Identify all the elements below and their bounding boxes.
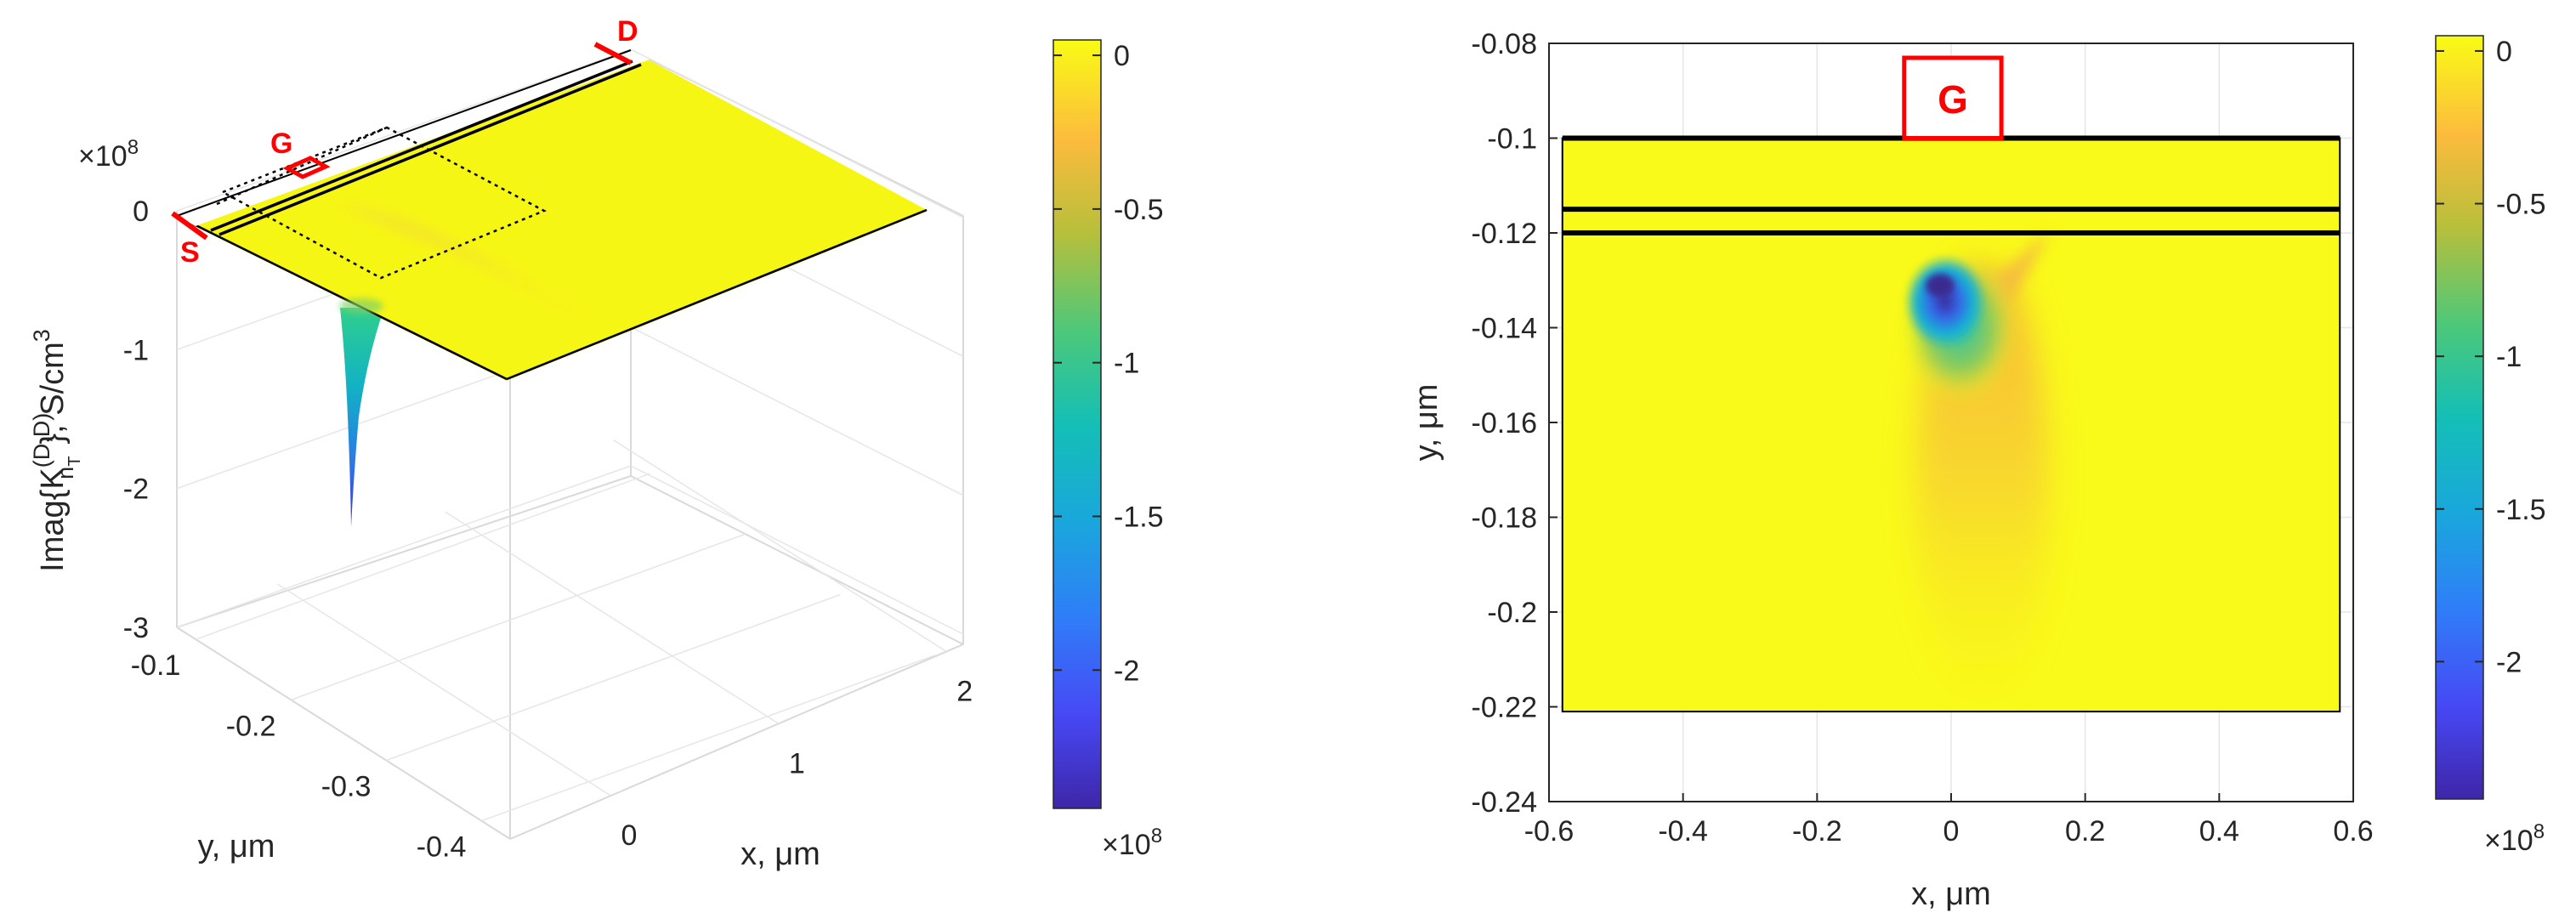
gate-box [1902,55,2004,140]
y-gridline [481,654,936,822]
colorbar-2 [2435,35,2484,800]
surface-plane-side-edge [176,214,508,381]
y-gridline [196,473,650,640]
y-axis-label-2d: y, μm [1409,384,1444,462]
y-tick-label-2d: -0.22 [1472,692,1538,724]
y-axis-label-3d: y, μm [198,829,275,864]
colorbar-1-tick-label: 0 [1114,40,1130,72]
heatmap-plot-2d: G -0.6 -0.4 -0.2 0 0.2 0.4 0.6-0.08-0.1-0.12-0… [1409,28,2546,912]
surface-contact-stripe [177,50,650,226]
x-gridline [612,439,947,653]
x-axis-label-3d: x, μm [740,836,820,872]
surface-plane [177,50,927,379]
tick-labels-2d: -0.6 -0.4 -0.2 0 0.2 0.4 0.6 -0.08 -0.1 -0.12 -0.1… [1472,28,2374,847]
colorbar-1 [1053,39,1102,809]
terminal-label-d: D [617,15,638,48]
z-gridline [176,48,632,212]
surface-plane-front-edge [506,208,928,381]
colorbar-2-ticks: 0 -0.5 -1 -1.5 -2 [2436,36,2546,678]
axes-edge [630,475,964,645]
colorbar-2-tick-label: -2 [2496,646,2522,678]
x-tick-label-2d: 0.2 [2065,815,2105,847]
gate-region-outline [220,126,547,280]
y-tick-label: -0.1 [131,649,181,682]
y-gridline [386,593,841,762]
y-gridline [291,533,746,701]
y-tick-label: -0.4 [417,831,467,864]
y-tick-label: -0.3 [321,771,372,803]
x-tick-label-2d: -0.4 [1658,815,1708,847]
surface-plot-3d: 0 -1 -2 -3 -0.1 -0.2 -0.3 -0.4 0 1 2 S G D ×108 Im… [29,15,1164,872]
x-tick-label: 0 [621,819,637,852]
z-gridline [630,326,964,496]
colorbar-2-exponent: ×108 [2484,820,2545,857]
gate-marker [282,156,331,179]
x-axis-label-2d: x, μm [1911,876,1991,912]
z-tick-label: -2 [123,473,149,506]
z-tick-label: 0 [133,196,149,228]
y-tick-label: -0.2 [226,710,276,742]
y-tick-label-2d: -0.2 [1487,597,1537,629]
heatmap-hotspot-core [1904,255,1986,349]
axes-edge [176,626,511,840]
surface-spike [340,308,384,527]
heatmap-image [1562,138,2341,712]
y-tick-label-2d: -0.1 [1487,123,1537,156]
tick-labels-3d: 0 -1 -2 -3 -0.1 -0.2 -0.3 -0.4 0 1 2 [123,196,973,864]
source-marker [171,211,208,241]
terminal-label-s: S [180,236,200,269]
surface-well-mouth [339,298,383,314]
colorbar-2-tick-label: -0.5 [2496,189,2546,221]
z-tick-label: -1 [123,334,149,366]
axes-edge [176,475,632,628]
colorbar-1-exponent: ×108 [1102,825,1162,861]
gate-region-outline [216,126,388,206]
z-gridline [630,48,964,218]
colorbar-2-tick-label: -1 [2496,341,2522,373]
colorbar-1-tick-label: -1 [1114,348,1139,380]
x-tick-label-2d: 0.6 [2333,815,2373,847]
x-gridline [277,583,611,796]
y-tick-label-2d: -0.24 [1472,786,1538,819]
axes-edge [509,643,964,840]
x-tick-label: 2 [956,675,973,707]
y-tick-label-2d: -0.12 [1472,218,1538,250]
y-tick-label-2d: -0.18 [1472,502,1538,535]
terminal-label-g: G [270,128,292,160]
z-axis-label: Imag{K(D,D)nT}, S/cm3 [29,329,84,572]
z-tick-label: -3 [123,612,149,644]
colorbar-2-tick-label: 0 [2496,36,2512,68]
z-exponent-label: ×108 [78,136,139,173]
y-tick-label-2d: -0.08 [1472,28,1538,60]
colorbar-1-tick-label: -2 [1114,655,1139,687]
y-tick-label-2d: -0.16 [1472,407,1538,439]
x-tick-label-2d: -0.2 [1792,815,1842,847]
colorbar-1-tick-label: -1.5 [1114,501,1164,533]
x-tick-label-2d: 0.4 [2199,815,2239,847]
x-tick-label-2d: 0 [1943,815,1960,847]
x-tick-label-2d: -0.6 [1524,815,1575,847]
gate-label: G [1938,77,1968,122]
colorbar-1-ticks: 0 -0.5 -1 -1.5 -2 [1053,40,1164,687]
z-gridline [176,465,632,628]
x-tick-label: 1 [789,747,805,779]
drain-marker [593,42,633,65]
colorbar-1-tick-label: -0.5 [1114,194,1164,226]
x-gridline [445,511,780,724]
z-gridline [630,465,964,635]
colorbar-2-tick-label: -1.5 [2496,494,2546,526]
y-tick-label-2d: -0.14 [1472,313,1538,345]
heatmap-hotspot-center [1926,274,1955,298]
